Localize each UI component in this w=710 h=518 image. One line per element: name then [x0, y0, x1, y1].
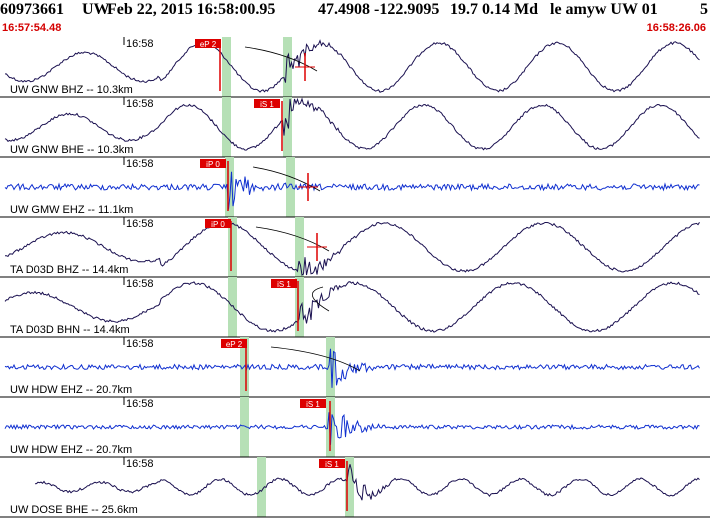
- seismic-trace: [4, 39, 700, 93]
- event-network: UW: [82, 1, 110, 18]
- channel-row[interactable]: iS 1 16:58 UW HDW EHZ -- 20.7km: [0, 397, 710, 458]
- seismic-trace: [4, 412, 700, 445]
- model-arrival-curve: [255, 226, 330, 252]
- pick-tag-label: eP 2: [226, 340, 243, 349]
- model-arrival-curve: [252, 166, 321, 192]
- pick-tag-label: iS 1: [260, 100, 274, 109]
- channel-row[interactable]: iP 0 16:58 TA D03D BHZ -- 14.4km: [0, 217, 710, 278]
- model-arrival-curve: [312, 286, 330, 312]
- event-depth-magnitude: 19.7 0.14 Md: [450, 1, 538, 18]
- channel-label: UW GNW BHZ -- 10.3km: [10, 84, 133, 96]
- pick-tag[interactable]: [195, 39, 221, 48]
- event-id: 60973661: [0, 1, 64, 18]
- s-window-band: [286, 157, 295, 217]
- p-window-band: [228, 277, 237, 337]
- p-window-band: [240, 397, 249, 457]
- time-end-label: 16:58:26.06: [646, 22, 706, 34]
- pick-tag-label: iS 1: [325, 460, 339, 469]
- s-window-band: [326, 337, 335, 397]
- pick-tag-label: iP 0: [211, 220, 225, 229]
- p-window-band: [240, 337, 249, 397]
- minute-tick-label: 16:58: [126, 38, 154, 50]
- seismic-trace: [34, 464, 700, 501]
- pick-tag-label: iS 1: [306, 400, 320, 409]
- s-window-band: [295, 217, 304, 277]
- pick-tag[interactable]: [319, 459, 345, 468]
- minute-tick-label: 16:58: [126, 158, 154, 170]
- channel-label: UW DOSE BHE -- 25.6km: [10, 504, 138, 516]
- minute-tick-label: 16:58: [126, 278, 154, 290]
- p-window-band: [222, 37, 231, 97]
- event-flags: le amyw UW 01: [550, 1, 658, 18]
- model-arrival-curve: [270, 346, 361, 372]
- s-window-band: [345, 457, 354, 517]
- channel-label: TA D03D BHN -- 14.4km: [10, 324, 130, 336]
- seismogram-panel[interactable]: eP 2 16:58 UW GNW BHZ -- 10.3km iS 1 16:58 UW…: [0, 36, 710, 518]
- p-window-band: [257, 457, 266, 517]
- time-start-label: 16:57:54.48: [2, 22, 62, 34]
- p-window-band: [225, 157, 234, 217]
- pick-tag[interactable]: [271, 279, 297, 288]
- minute-tick-label: 16:58: [126, 458, 154, 470]
- seismic-trace: [4, 348, 700, 388]
- pick-tag[interactable]: [254, 99, 280, 108]
- channel-label: UW GMW EHZ -- 11.1km: [10, 204, 133, 216]
- s-window-band: [295, 277, 304, 337]
- minute-tick-label: 16:58: [126, 98, 154, 110]
- pick-tag[interactable]: [300, 399, 326, 408]
- pick-tag[interactable]: [205, 219, 231, 228]
- seismic-trace: [5, 221, 700, 276]
- event-extra: 5: [700, 1, 708, 18]
- seismic-trace: [4, 171, 700, 210]
- minute-tick-label: 16:58: [126, 338, 154, 350]
- channel-row[interactable]: iS 1 16:58 UW GNW BHE -- 10.3km: [0, 97, 710, 158]
- event-datetime: Feb 22, 2015 16:58:00.95: [107, 1, 276, 18]
- event-header: 60973661 UW Feb 22, 2015 16:58:00.95 47.…: [0, 0, 710, 20]
- channel-row[interactable]: iP 0 16:58 UW GMW EHZ -- 11.1km: [0, 157, 710, 218]
- channel-row[interactable]: eP 2 16:58 UW HDW EHZ -- 20.7km: [0, 337, 710, 398]
- p-window-band: [228, 217, 237, 277]
- minute-tick-label: 16:58: [126, 218, 154, 230]
- event-location: 47.4908 -122.9095: [318, 1, 440, 18]
- seismic-trace: [4, 97, 700, 151]
- seismic-trace: [4, 281, 700, 333]
- channel-label: TA D03D BHZ -- 14.4km: [10, 264, 128, 276]
- p-window-band: [222, 97, 231, 157]
- channel-label: UW HDW EHZ -- 20.7km: [10, 384, 132, 396]
- pick-tag-label: eP 2: [200, 40, 217, 49]
- pick-tag[interactable]: [221, 339, 247, 348]
- pick-tag-label: iS 1: [277, 280, 291, 289]
- channel-label: UW HDW EHZ -- 20.7km: [10, 444, 132, 456]
- model-arrival-curve: [244, 46, 318, 72]
- channel-row[interactable]: iS 1 16:58 TA D03D BHN -- 14.4km: [0, 277, 710, 338]
- channel-row[interactable]: eP 2 16:58 UW GNW BHZ -- 10.3km: [0, 37, 710, 98]
- pick-tag-label: iP 0: [206, 160, 220, 169]
- pick-tag[interactable]: [200, 159, 226, 168]
- minute-tick-label: 16:58: [126, 398, 154, 410]
- channel-row[interactable]: iS 1 16:58 UW DOSE BHE -- 25.6km: [0, 457, 710, 518]
- channel-label: UW GNW BHE -- 10.3km: [10, 144, 133, 156]
- s-window-band: [283, 97, 292, 157]
- s-window-band: [283, 37, 292, 97]
